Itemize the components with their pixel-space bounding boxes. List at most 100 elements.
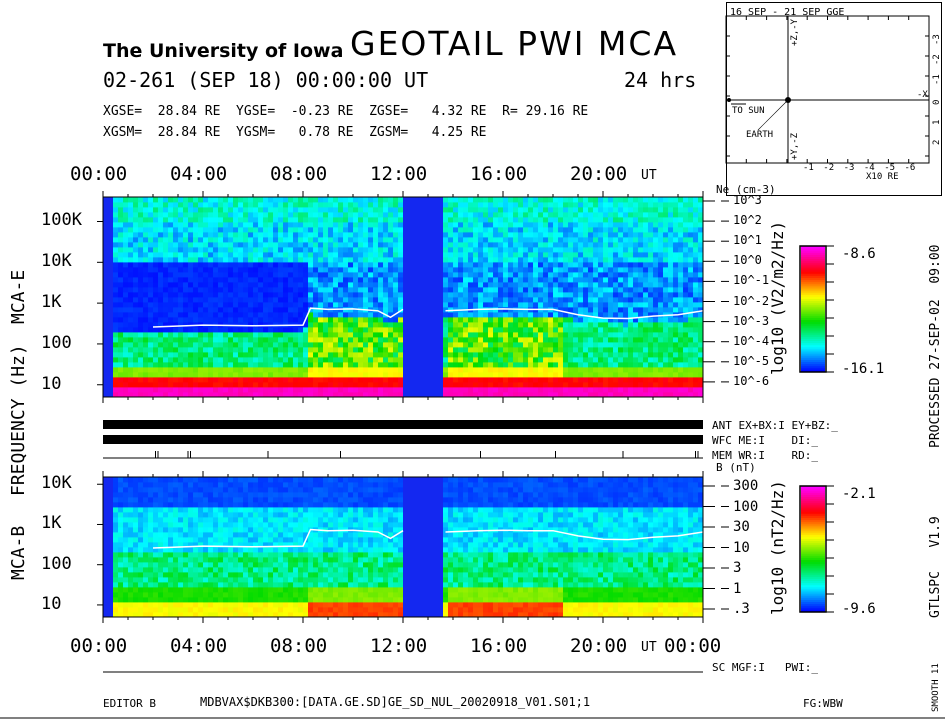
spectrogram-cell <box>473 272 479 278</box>
spectrogram-cell <box>418 282 424 288</box>
spectrogram-cell <box>118 332 124 338</box>
spectrogram-cell <box>673 392 679 398</box>
spectrogram-cell <box>253 317 259 323</box>
spectrogram-cell <box>333 392 339 398</box>
spectrogram-cell <box>368 247 374 253</box>
spectrogram-cell <box>263 322 269 328</box>
spectrogram-cell <box>608 327 614 333</box>
spectrogram-cell <box>163 212 169 218</box>
spectrogram-cell <box>268 312 274 318</box>
spectrogram-cell <box>198 247 204 253</box>
spectrogram-cell <box>473 222 479 228</box>
spectrogram-cell <box>583 297 589 303</box>
spectrogram-cell <box>593 277 599 283</box>
spectrogram-cell <box>198 277 204 283</box>
spectrogram-cell <box>433 282 439 288</box>
spectrogram-cell <box>603 347 609 353</box>
spectrogram-cell <box>313 247 319 253</box>
spectrogram-cell <box>538 387 544 393</box>
spectrogram-cell <box>108 292 114 298</box>
spectrogram-cell <box>568 292 574 298</box>
spectrogram-cell <box>528 227 534 233</box>
spectrogram-cell <box>173 247 179 253</box>
spectrogram-cell <box>653 327 659 333</box>
spectrogram-cell <box>623 267 629 273</box>
colorbar-frame <box>799 245 827 373</box>
spectrogram-cell <box>158 342 164 348</box>
spectrogram-cell <box>383 282 389 288</box>
spectrogram-cell <box>603 202 609 208</box>
spectrogram-cell <box>163 317 169 323</box>
spectrogram-cell <box>583 302 589 308</box>
spectrogram-cell <box>333 357 339 363</box>
spectrogram-cell <box>618 257 624 263</box>
spectrogram-cell <box>188 322 194 328</box>
spectrogram-cell <box>683 337 689 343</box>
spectrogram-cell <box>278 352 284 358</box>
spectrogram-cell <box>413 257 419 263</box>
spectrogram-cell <box>438 337 444 343</box>
spectrogram-cell <box>683 277 689 283</box>
spectrogram-cell <box>663 242 669 248</box>
spectrogram-cell <box>163 337 169 343</box>
spectrogram-cell <box>683 387 689 393</box>
spectrogram-cell <box>358 287 364 293</box>
spectrogram-cell <box>473 202 479 208</box>
spectrogram-cell <box>178 292 184 298</box>
spectrogram-cell <box>443 232 449 238</box>
spectrogram-cell <box>468 382 474 388</box>
spectrogram-cell <box>418 387 424 393</box>
spectrogram-cell <box>373 302 379 308</box>
spectrogram-cell <box>473 262 479 268</box>
spectrogram-cell <box>483 382 489 388</box>
spectrogram-cell <box>243 212 249 218</box>
spectrogram-cell <box>598 212 604 218</box>
spectrogram-cell <box>618 202 624 208</box>
spectrogram-cell <box>428 377 434 383</box>
spectrogram-cell <box>363 327 369 333</box>
spectrogram-cell <box>393 387 399 393</box>
spectrogram-cell <box>488 202 494 208</box>
spectrogram-cell <box>598 202 604 208</box>
spectrogram-cell <box>148 292 154 298</box>
spectrogram-cell <box>548 222 554 228</box>
spectrogram-cell <box>558 352 564 358</box>
spectrogram-cell <box>593 212 599 218</box>
spectrogram-cell <box>583 212 589 218</box>
spectrogram-cell <box>378 237 384 243</box>
spectrogram-cell <box>638 237 644 243</box>
spectrogram-cell <box>658 197 664 203</box>
spectrogram-cell <box>623 357 629 363</box>
spectrogram-cell <box>538 332 544 338</box>
spectrogram-cell <box>183 327 189 333</box>
spectrogram-cell <box>583 282 589 288</box>
spectrogram-cell <box>438 242 444 248</box>
spectrogram-cell <box>633 252 639 258</box>
spectrogram-cell <box>223 382 229 388</box>
spectrogram-cell <box>223 302 229 308</box>
spectrogram-cell <box>353 217 359 223</box>
b-axis-label: B (nT) <box>716 461 756 474</box>
spectrogram-cell <box>118 342 124 348</box>
spectrogram-cell <box>613 327 619 333</box>
wfc-status: WFC ME:I DI:_ <box>712 434 818 447</box>
spectrogram-cell <box>118 367 124 373</box>
spectrogram-cell <box>233 342 239 348</box>
spectrogram-cell <box>358 342 364 348</box>
spectrogram-cell <box>498 277 504 283</box>
spectrogram-cell <box>553 327 559 333</box>
spectrogram-cell <box>513 387 519 393</box>
spectrogram-cell <box>603 312 609 318</box>
spectrogram-cell <box>633 287 639 293</box>
spectrogram-cell <box>188 237 194 243</box>
spectrogram-cell <box>553 272 559 278</box>
spectrogram-cell <box>508 207 514 213</box>
spectrogram-cell <box>113 242 119 248</box>
spectrogram-cell <box>338 327 344 333</box>
spectrogram-cell <box>278 342 284 348</box>
spectrogram-cell <box>443 302 449 308</box>
spectrogram-cell <box>358 332 364 338</box>
spectrogram-cell <box>523 377 529 383</box>
spectrogram-cell <box>483 227 489 233</box>
spectrogram-cell <box>503 237 509 243</box>
